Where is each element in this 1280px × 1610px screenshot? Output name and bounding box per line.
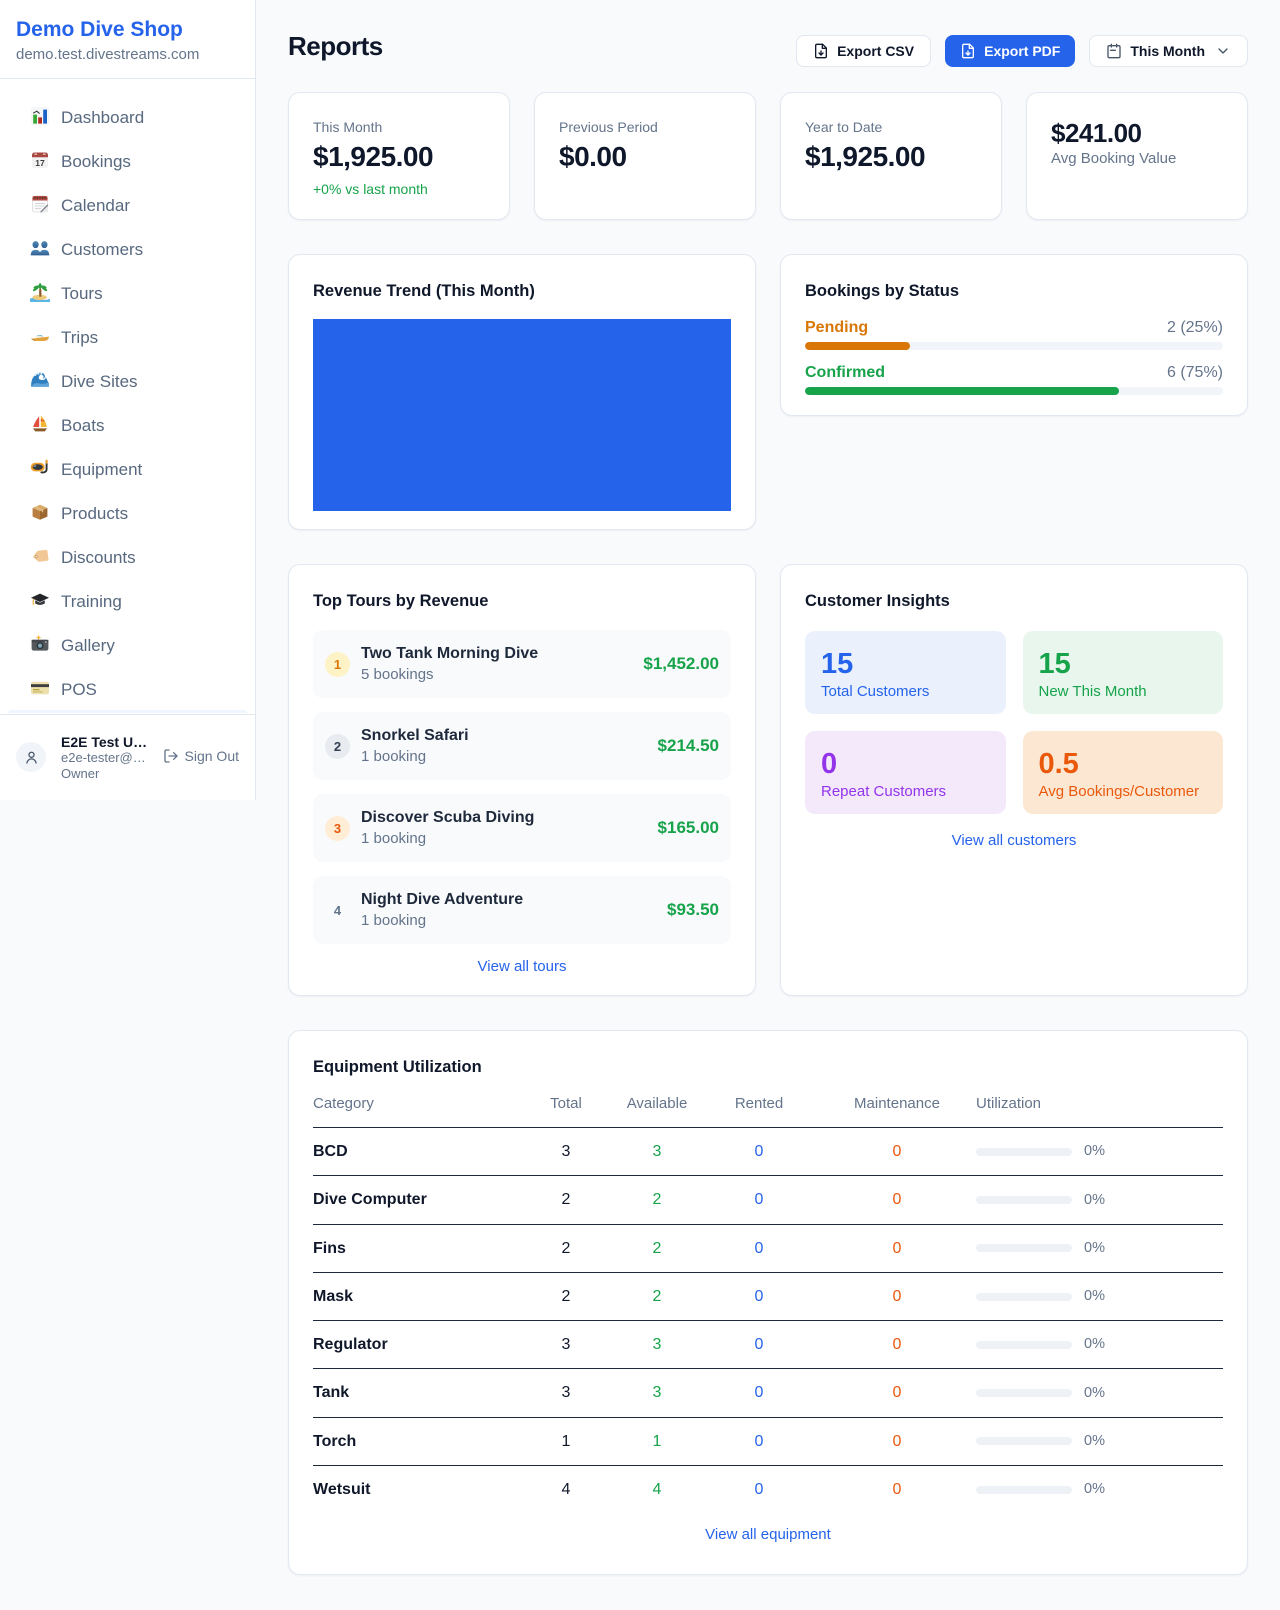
svg-text:17: 17 xyxy=(35,158,45,168)
